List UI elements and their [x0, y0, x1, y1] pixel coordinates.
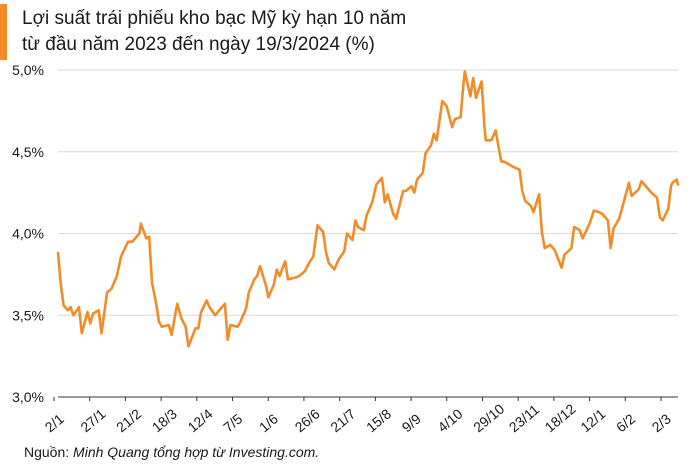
gridlines: [58, 69, 678, 316]
y-tick-label: 3,5%: [12, 307, 44, 323]
y-tick-label: 4,0%: [12, 226, 44, 242]
source-text: Minh Quang tổng hợp từ Investing.com.: [73, 444, 320, 460]
x-tick-label: 21/2: [113, 405, 144, 435]
y-axis-ticks: 3,0% 3,5% 4,0% 4,5% 5,0%: [12, 62, 44, 405]
x-tick-label: 27/1: [77, 405, 108, 435]
x-tick-label: 18/12: [542, 400, 579, 435]
x-tick-label: 12/4: [184, 405, 215, 435]
chart-title-line: Lợi suất trái phiếu kho bạc Mỹ kỳ hạn 10…: [22, 8, 407, 29]
x-tick-label: 6/2: [613, 410, 638, 435]
x-tick-label: 1/6: [256, 410, 281, 435]
source-note: Nguồn: Minh Quang tổng hợp từ Investing.…: [24, 444, 319, 460]
x-tick-label: 2/3: [649, 410, 674, 435]
x-tick-label: 18/3: [149, 405, 180, 435]
source-label: Nguồn:: [24, 444, 70, 460]
x-tick-label: 29/10: [470, 400, 507, 435]
x-tick-label: 9/9: [399, 410, 424, 435]
series-line: [56, 70, 680, 348]
series-layer: [56, 70, 680, 348]
x-tick-label: 4/10: [434, 405, 465, 435]
x-tick-label: 12/1: [577, 405, 608, 435]
x-tick-label: 15/8: [363, 405, 394, 435]
chart-title: Lợi suất trái phiếu kho bạc Mỹ kỳ hạn 10…: [22, 6, 682, 58]
y-tick-label: 5,0%: [12, 62, 44, 78]
x-tick-label: 23/11: [506, 401, 542, 435]
y-tick-label: 4,5%: [12, 144, 44, 160]
x-tick-label: 7/5: [220, 410, 245, 435]
y-tick-label: 3,0%: [12, 389, 44, 405]
x-tick-label: 2/1: [42, 410, 67, 435]
x-tick-label: 26/6: [292, 405, 323, 435]
title-accent-bar: [0, 4, 7, 60]
x-axis-ticks: 2/1 27/1 21/2 18/3 12/4 7/5 1/6 26/6 21/7 15/8 9/9…: [42, 396, 678, 435]
chart-subtitle-line: từ đầu năm 2023 đến ngày 19/3/2024 (%): [22, 34, 375, 55]
x-tick-label: 21/7: [327, 405, 358, 435]
